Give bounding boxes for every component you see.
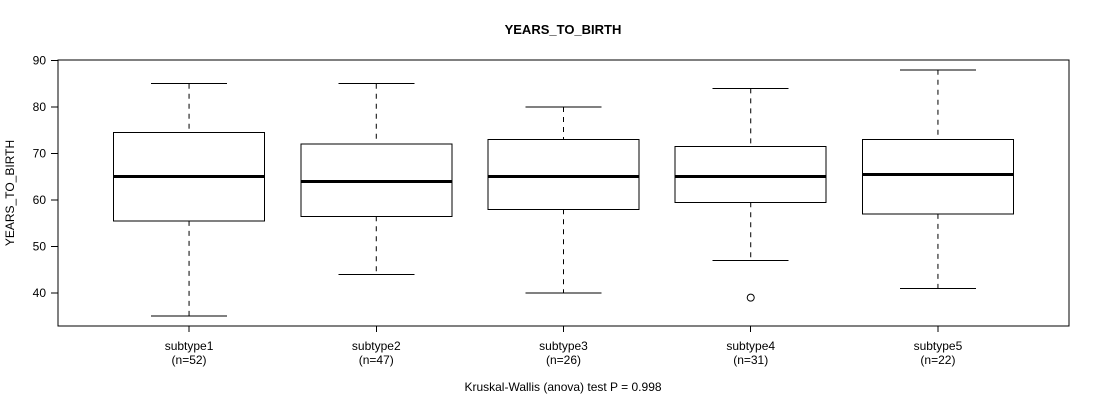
x-tick-sublabel: (n=22) — [920, 353, 955, 367]
x-tick-label: subtype5 — [914, 339, 963, 353]
iqr-box — [674, 145, 827, 203]
y-tick-label: 50 — [33, 239, 47, 253]
outlier-point — [746, 293, 755, 302]
x-tick-sublabel: (n=47) — [359, 353, 394, 367]
x-tick-sublabel: (n=31) — [733, 353, 768, 367]
x-tick-label: subtype4 — [726, 339, 775, 353]
chart-content: 40 50 60 70 80 90 subtype1(n=52) subtype2(n=47)… — [33, 53, 1014, 367]
y-tick-label: 40 — [33, 286, 47, 300]
y-tick-label: 70 — [33, 146, 47, 160]
stat-test-annotation: Kruskal-Wallis (anova) test P = 0.998 — [464, 380, 661, 394]
x-tick-label: subtype3 — [539, 339, 588, 353]
x-tick-sublabel: (n=52) — [172, 353, 207, 367]
x-tick-sublabel: (n=26) — [546, 353, 581, 367]
iqr-box — [487, 139, 640, 210]
chart-title: YEARS_TO_BIRTH — [505, 22, 622, 37]
iqr-box — [861, 139, 1014, 215]
x-tick-label: subtype2 — [352, 339, 401, 353]
x-tick-label: subtype1 — [165, 339, 214, 353]
y-tick-label: 60 — [33, 193, 47, 207]
y-tick-label: 80 — [33, 100, 47, 114]
y-axis-label: YEARS_TO_BIRTH — [3, 140, 17, 246]
y-tick-label: 90 — [33, 53, 47, 67]
